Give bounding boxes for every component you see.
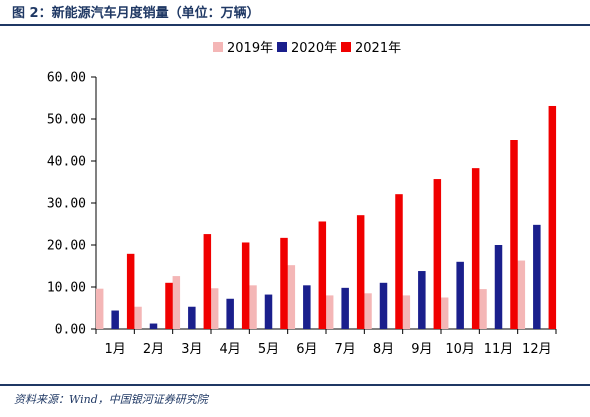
figure-title: 图 2：新能源汽车月度销量（单位：万辆） [12, 6, 260, 21]
bar-2020年-8月 [379, 282, 388, 329]
y-axis: 0.00 10.00 20.00 30.00 40.00 50.00 60.00 [47, 71, 97, 338]
bar-2021年-7月 [356, 215, 365, 329]
x-tick-label: 9月 [411, 342, 432, 357]
bar-2020年-1月 [111, 310, 119, 329]
bar-2020年-11月 [494, 245, 503, 329]
bar-2021年-4月 [241, 242, 250, 329]
x-tick-label: 1月 [105, 342, 126, 357]
bar-2020年-7月 [341, 287, 349, 329]
x-tick-label: 6月 [296, 342, 317, 357]
bar-2019年-5月 [249, 285, 257, 329]
bar-2021年-2月 [165, 282, 173, 329]
legend-swatch [341, 42, 351, 52]
y-tick-label: 20.00 [47, 239, 86, 254]
bar-2019年-7月 [325, 295, 334, 329]
bar-chart: 2019年 2020年 2021年 0.00 10.00 20.00 30.00 40.00… [47, 41, 557, 357]
bar-2019年-12月 [517, 260, 526, 329]
bar-2021年-1月 [126, 253, 135, 329]
x-axis: 1月 2月 3月 4月 5月 6月 7月 8月 9月 10月 11月 12月 [95, 328, 557, 357]
y-tick-label: 60.00 [47, 71, 86, 86]
legend-swatch [213, 42, 223, 52]
x-tick-label: 12月 [522, 342, 552, 357]
title-divider [0, 24, 590, 26]
y-tick-label: 40.00 [47, 155, 86, 170]
bar-2020年-4月 [226, 298, 234, 329]
bar-2021年-8月 [395, 194, 403, 329]
bar-2021年-3月 [203, 234, 212, 329]
x-tick-label: 2月 [143, 342, 164, 357]
legend-label: 2021年 [355, 41, 401, 56]
x-tick-label: 3月 [181, 342, 202, 357]
legend-label: 2019年 [227, 41, 273, 56]
bar-2020年-12月 [533, 224, 541, 329]
bar-2019年-4月 [210, 288, 219, 329]
source-note: 资料来源：Wind，中国银河证券研究院 [14, 393, 208, 406]
bar-2019年-11月 [479, 289, 487, 329]
bar-2020年-3月 [188, 306, 196, 329]
y-tick-label: 0.00 [55, 323, 86, 338]
bar-2020年-2月 [149, 323, 158, 329]
bar-2021年-12月 [548, 105, 557, 329]
bar-2021年-5月 [280, 237, 288, 329]
bar-2021年-11月 [510, 140, 518, 329]
bar-2019年-8月 [364, 293, 372, 329]
bar-2019年-2月 [134, 306, 142, 329]
bar-2019年-10月 [440, 297, 449, 329]
bar-2019年-3月 [172, 276, 181, 329]
y-tick-label: 10.00 [47, 281, 86, 296]
x-tick-label: 10月 [445, 342, 475, 357]
bar-2019年-6月 [287, 265, 296, 329]
bar-2020年-10月 [456, 261, 464, 329]
x-tick-label: 4月 [220, 342, 241, 357]
bar-2020年-9月 [418, 271, 426, 329]
x-tick-label: 8月 [373, 342, 394, 357]
bar-2021年-9月 [433, 179, 442, 329]
bar-2021年-10月 [471, 168, 480, 329]
x-tick-label: 5月 [258, 342, 279, 357]
y-tick-label: 30.00 [47, 197, 86, 212]
bar-2021年-6月 [318, 221, 327, 329]
x-tick-label: 11月 [484, 342, 514, 357]
legend: 2019年 2020年 2021年 [213, 41, 401, 56]
source-divider [0, 384, 590, 386]
bar-2020年-6月 [303, 285, 311, 329]
x-tick-label: 7月 [335, 342, 356, 357]
bar-2020年-5月 [264, 294, 273, 329]
bars [95, 105, 557, 329]
bar-2019年-1月 [95, 288, 104, 329]
legend-label: 2020年 [291, 41, 337, 56]
y-tick-label: 50.00 [47, 113, 86, 128]
legend-swatch [277, 42, 287, 52]
bar-2019年-9月 [402, 295, 411, 329]
